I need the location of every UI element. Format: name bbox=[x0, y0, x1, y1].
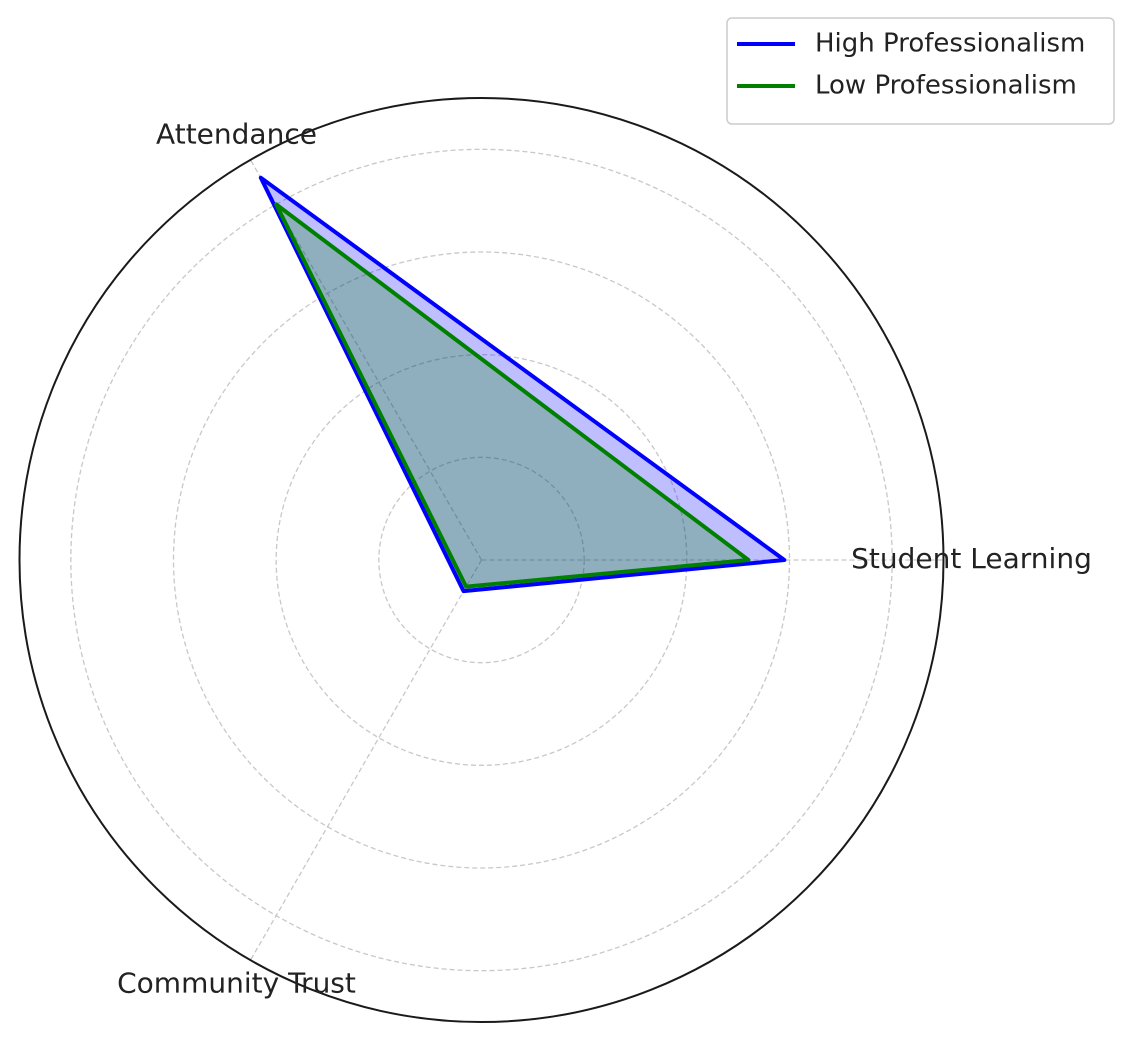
grid-circle bbox=[275, 354, 688, 766]
legend-label: Low Professionalism bbox=[815, 71, 1077, 101]
series-line bbox=[274, 202, 751, 589]
series-line bbox=[258, 175, 787, 594]
series-area bbox=[276, 204, 749, 587]
outer-frame bbox=[18, 97, 945, 1023]
grid-circle bbox=[378, 456, 585, 664]
spoke bbox=[249, 559, 483, 961]
axis-label: Community Trust bbox=[117, 966, 356, 999]
legend-box bbox=[726, 17, 1115, 125]
axis-label: Attendance bbox=[156, 118, 317, 151]
axis-label: Student Learning bbox=[851, 542, 1092, 575]
legend-label: High Professionalism bbox=[815, 29, 1085, 59]
